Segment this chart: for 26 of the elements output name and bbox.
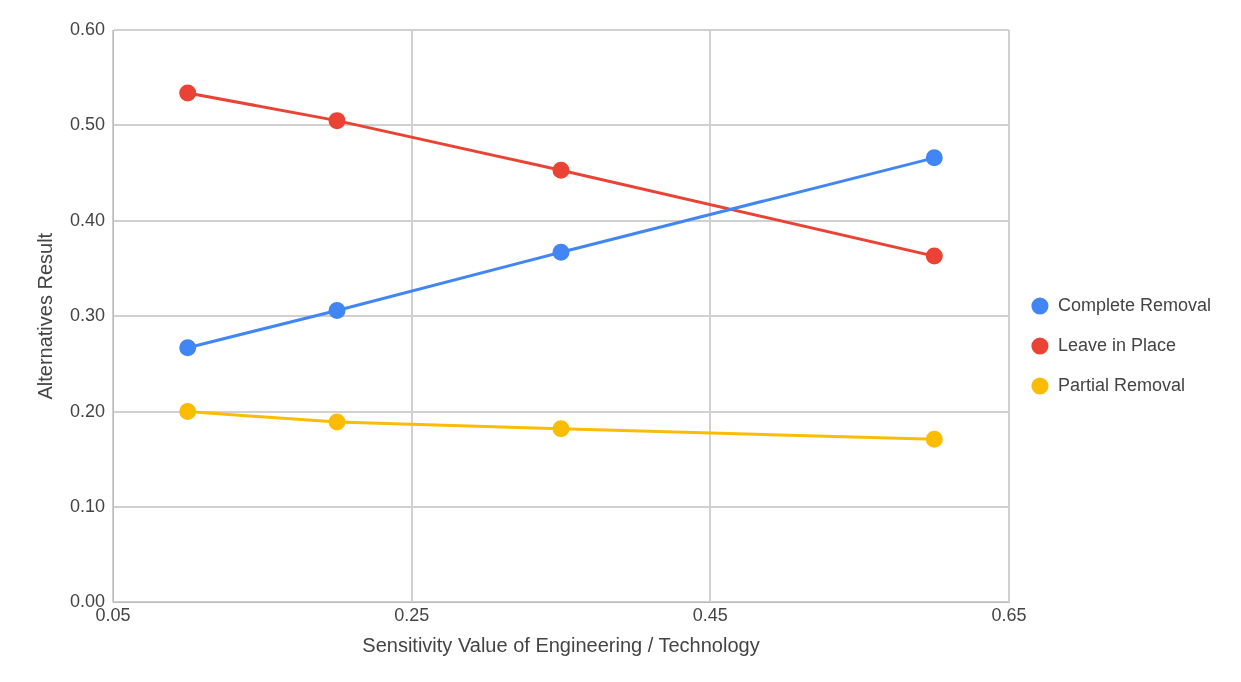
legend-label: Partial Removal xyxy=(1057,374,1185,395)
x-tick-label: 0.65 xyxy=(991,605,1027,626)
y-tick-label: 0.40 xyxy=(69,209,106,230)
y-tick-label: 0.60 xyxy=(69,18,106,39)
point xyxy=(552,420,570,438)
x-tick-label: 0.25 xyxy=(394,605,430,626)
point xyxy=(925,149,943,167)
point xyxy=(925,247,943,265)
point xyxy=(179,403,197,421)
point xyxy=(328,413,346,431)
point xyxy=(552,161,570,179)
y-tick-label: 0.10 xyxy=(69,495,106,516)
point xyxy=(552,243,570,261)
x-axis-title: Sensitivity Value of Engineering / Technology xyxy=(362,633,760,656)
point xyxy=(925,430,943,448)
y-tick-label: 0.50 xyxy=(69,114,106,135)
legend-label: Complete Removal xyxy=(1057,294,1211,315)
point xyxy=(328,112,346,130)
y-axis-title: Alternatives Result xyxy=(33,232,56,400)
y-tick-label: 0.30 xyxy=(69,305,106,326)
point xyxy=(179,84,197,102)
legend-label: Leave in Place xyxy=(1057,334,1177,355)
y-tick-label: 0.20 xyxy=(69,400,106,421)
point xyxy=(179,339,197,357)
x-tick-label: 0.45 xyxy=(692,605,728,626)
point xyxy=(328,301,346,319)
